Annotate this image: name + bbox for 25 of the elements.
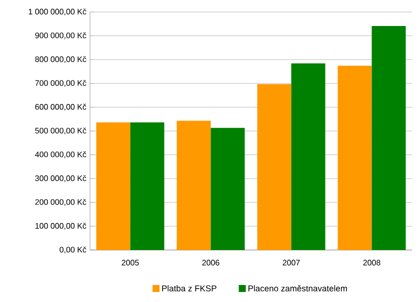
bar — [176, 120, 211, 250]
y-tick-label: 400 000,00 Kč — [35, 151, 86, 158]
x-tick-label: 2006 — [202, 260, 220, 266]
bar — [372, 26, 406, 250]
bar — [338, 66, 372, 250]
bar — [291, 63, 326, 250]
y-tick-label: 100 000,00 Kč — [35, 222, 86, 230]
x-tick-label: 2005 — [122, 260, 139, 266]
bar — [96, 122, 130, 250]
y-tick-label: 700 000,00 Kč — [35, 80, 86, 87]
legend-label: Platba z FKSP — [162, 285, 216, 292]
bar — [210, 128, 245, 250]
y-tick-label: 300 000,00 Kč — [35, 175, 86, 182]
bar — [130, 122, 164, 250]
y-tick-label: 800 000,00 Kč — [35, 56, 86, 64]
bar — [257, 84, 292, 250]
y-tick-label: 1 000 000,00 Kč — [28, 8, 86, 16]
y-tick-label: 500 000,00 Kč — [35, 128, 86, 134]
y-tick-label: 200 000,00 Kč — [35, 198, 86, 206]
y-tick-label: 600 000,00 Kč — [35, 104, 86, 111]
y-tick-label: 0,00 Kč — [60, 246, 86, 254]
x-tick-label: 2008 — [363, 260, 380, 266]
y-tick-label: 900 000,00 Kč — [35, 32, 86, 40]
x-tick-label: 2007 — [282, 260, 300, 266]
legend-label: Placeno zaměstnavatelem — [248, 285, 347, 292]
